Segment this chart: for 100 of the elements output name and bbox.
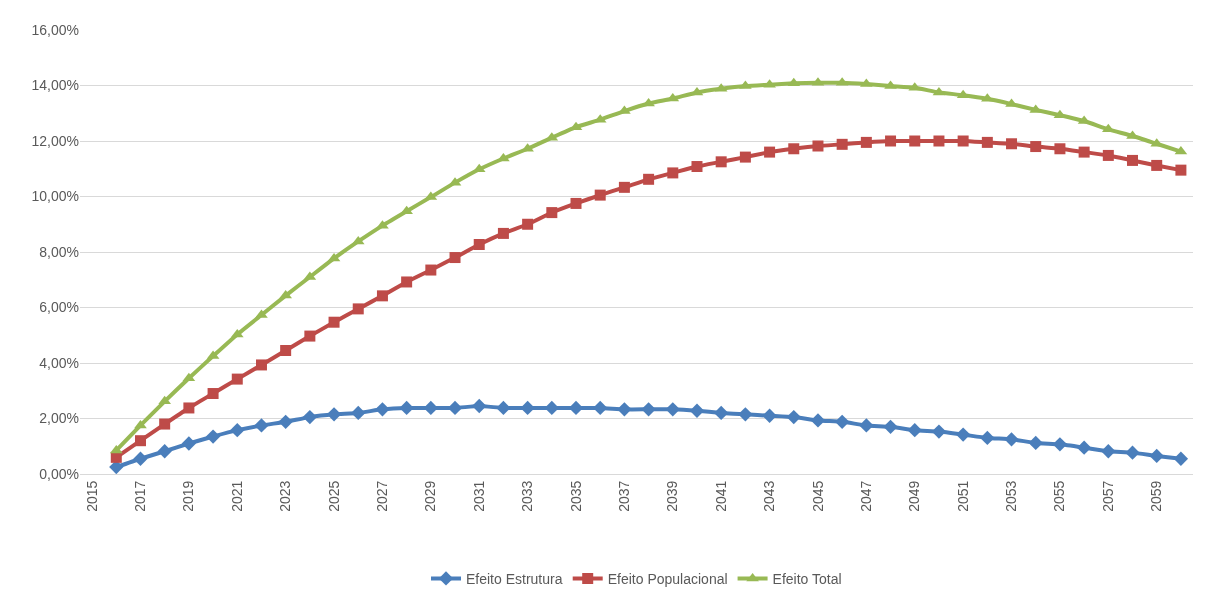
point bbox=[401, 276, 413, 288]
point bbox=[715, 156, 727, 168]
y-tick-label: 16,00% bbox=[31, 21, 79, 38]
point bbox=[980, 430, 995, 446]
point bbox=[764, 146, 776, 158]
point bbox=[328, 316, 340, 328]
point bbox=[955, 427, 971, 442]
x-tick-label: 2047 bbox=[857, 480, 874, 512]
x-tick-label: 2023 bbox=[277, 480, 294, 512]
point bbox=[278, 414, 293, 429]
y-tick-label: 10,00% bbox=[31, 188, 79, 205]
y-tick-label: 8,00% bbox=[39, 243, 79, 260]
point bbox=[1006, 138, 1018, 150]
point bbox=[1054, 143, 1066, 155]
point bbox=[231, 373, 243, 385]
point bbox=[957, 135, 969, 147]
point bbox=[425, 264, 437, 276]
point bbox=[1149, 448, 1164, 464]
point bbox=[643, 173, 655, 185]
point bbox=[1101, 123, 1115, 133]
point bbox=[158, 395, 172, 405]
point bbox=[932, 86, 946, 96]
x-tick-label: 2037 bbox=[615, 480, 632, 512]
point bbox=[810, 413, 826, 428]
legend-label: Efeito Estrutura bbox=[466, 570, 563, 587]
point bbox=[497, 227, 509, 239]
point bbox=[157, 444, 172, 459]
y-tick-label: 4,00% bbox=[39, 354, 79, 371]
x-tick-label: 2053 bbox=[1003, 480, 1020, 512]
point bbox=[570, 197, 582, 209]
point bbox=[472, 398, 487, 414]
point bbox=[376, 290, 388, 302]
point bbox=[860, 136, 872, 148]
point bbox=[1127, 154, 1139, 166]
point bbox=[449, 252, 461, 264]
point bbox=[1125, 445, 1140, 460]
point bbox=[909, 135, 921, 147]
point bbox=[1151, 159, 1163, 171]
point bbox=[835, 414, 850, 429]
point bbox=[1028, 435, 1043, 451]
point bbox=[1175, 164, 1187, 176]
point bbox=[690, 86, 704, 96]
point bbox=[472, 163, 486, 173]
point bbox=[183, 402, 195, 414]
point bbox=[691, 161, 703, 173]
point bbox=[207, 388, 219, 400]
point bbox=[787, 77, 801, 87]
point bbox=[254, 418, 269, 433]
x-tick-label: 2059 bbox=[1148, 480, 1165, 512]
point bbox=[812, 140, 824, 152]
x-tick-label: 2027 bbox=[374, 480, 390, 512]
point bbox=[618, 181, 630, 193]
point bbox=[544, 400, 559, 416]
point bbox=[1101, 444, 1116, 459]
point bbox=[304, 330, 316, 342]
point bbox=[302, 409, 318, 425]
point bbox=[159, 418, 171, 430]
x-tick-label: 2015 bbox=[83, 480, 100, 512]
point bbox=[885, 135, 897, 147]
y-tick-label: 0,00% bbox=[39, 465, 79, 482]
point bbox=[762, 408, 777, 423]
x-tick-label: 2017 bbox=[132, 480, 149, 512]
x-tick-label: 2049 bbox=[906, 480, 923, 512]
point bbox=[423, 400, 438, 416]
y-tick-label: 6,00% bbox=[39, 299, 79, 316]
point bbox=[907, 423, 922, 438]
point bbox=[1004, 432, 1019, 447]
point bbox=[714, 405, 729, 421]
point bbox=[1030, 141, 1042, 153]
point bbox=[375, 402, 390, 417]
point bbox=[1052, 437, 1068, 452]
x-tick-label: 2057 bbox=[1099, 480, 1116, 512]
point bbox=[133, 451, 148, 466]
point bbox=[352, 303, 364, 315]
point bbox=[280, 345, 292, 357]
point bbox=[134, 419, 147, 429]
point bbox=[933, 135, 945, 147]
y-tick-label: 2,00% bbox=[39, 410, 79, 427]
point bbox=[230, 423, 245, 438]
point bbox=[1076, 440, 1092, 455]
point bbox=[836, 138, 848, 150]
point bbox=[593, 400, 608, 416]
point bbox=[496, 400, 511, 416]
x-tick-label: 2045 bbox=[809, 480, 826, 512]
point bbox=[351, 235, 365, 245]
point bbox=[689, 403, 705, 418]
point bbox=[230, 328, 244, 338]
x-tick-label: 2043 bbox=[761, 480, 778, 512]
point bbox=[739, 151, 751, 163]
point bbox=[788, 143, 800, 155]
y-tick-label: 12,00% bbox=[31, 132, 79, 149]
x-tick-label: 2055 bbox=[1051, 480, 1068, 512]
x-tick-label: 2033 bbox=[519, 480, 536, 512]
point bbox=[665, 402, 680, 417]
point bbox=[399, 400, 414, 416]
point bbox=[522, 218, 534, 230]
point bbox=[109, 444, 123, 454]
point bbox=[641, 402, 656, 417]
legend-label: Efeito Total bbox=[772, 570, 842, 587]
point bbox=[931, 424, 947, 439]
